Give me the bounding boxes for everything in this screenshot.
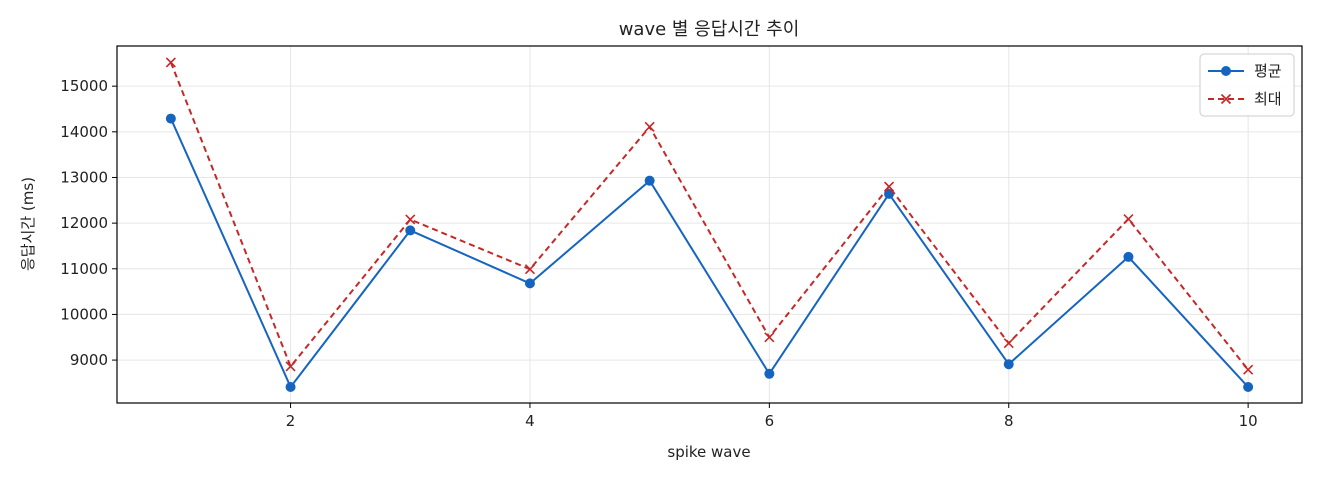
x-tick-label: 8 [1004, 412, 1014, 430]
y-tick-label: 10000 [60, 305, 108, 323]
legend: 평균 최대 [1199, 53, 1295, 117]
data-point-average [764, 368, 775, 379]
series-layer [165, 57, 1254, 393]
data-point-average [1123, 251, 1134, 262]
series-line-max [169, 62, 1249, 371]
grid [117, 46, 1302, 403]
data-point-max [165, 57, 176, 68]
data-point-average [644, 175, 655, 186]
y-axis-label: 응답시간 (ms) [19, 177, 37, 271]
series-line-average [169, 118, 1249, 388]
y-tick-label: 9000 [70, 351, 108, 369]
legend-label-max: 최대 [1254, 90, 1282, 108]
data-point-average [524, 278, 535, 289]
data-point-max [883, 181, 895, 192]
data-point-max [1243, 364, 1254, 375]
data-point-max [524, 264, 536, 275]
y-tick-label: 15000 [60, 77, 108, 95]
chart-title: wave 별 응답시간 추이 [619, 19, 800, 40]
y-tick-label: 11000 [60, 260, 108, 278]
data-point-average [405, 225, 416, 236]
data-point-max [1123, 213, 1134, 225]
data-point-max [1003, 338, 1014, 349]
data-point-average [1243, 382, 1254, 393]
x-tick-label: 2 [286, 412, 296, 430]
x-axis-label: spike wave [667, 443, 750, 461]
x-tick-label: 6 [765, 412, 775, 430]
data-point-max [285, 361, 296, 372]
data-point-average [285, 382, 296, 393]
data-point-average [165, 113, 176, 124]
x-tick-label: 4 [525, 412, 535, 430]
y-tick-label: 13000 [60, 168, 108, 186]
data-point-max [405, 214, 416, 225]
plot-frame [116, 45, 1303, 404]
data-point-max [644, 121, 655, 132]
data-point-max [764, 332, 775, 343]
y-tick-label: 12000 [60, 214, 108, 232]
x-tick-label: 10 [1239, 412, 1258, 430]
legend-marker-average [1221, 66, 1231, 76]
y-tick-label: 14000 [60, 123, 108, 141]
legend-label-average: 평균 [1254, 62, 1282, 80]
ticks: 9000 10000 11000 12000 13000 14000 15000 2 4 6 8 10 [60, 77, 1257, 430]
data-point-average [1003, 359, 1014, 370]
legend-marker-max [1220, 93, 1232, 105]
